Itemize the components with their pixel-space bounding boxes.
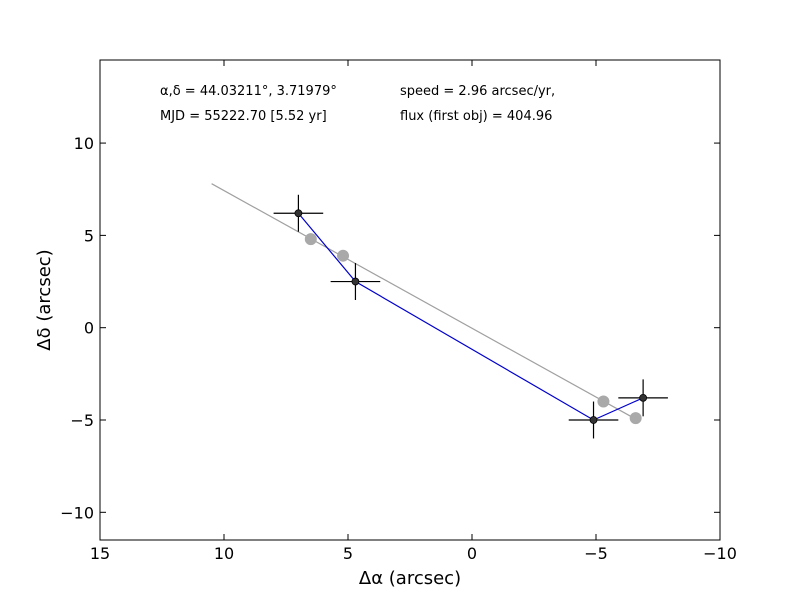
annotation-coords: α,δ = 44.03211°, 3.71979° (160, 84, 337, 99)
model-points-group (304, 233, 642, 425)
y-ticks-group: 10 5 0 −5 −10 (60, 134, 720, 522)
annotation-flux: flux (first obj) = 404.96 (400, 109, 552, 124)
annotation-speed: speed = 2.96 arcsec/yr, (400, 84, 555, 99)
observed-track-line-group (297, 212, 644, 421)
model-point (629, 412, 642, 425)
plot-area (100, 60, 720, 540)
model-point (304, 233, 317, 246)
annotation-mjd: MJD = 55222.70 [5.52 yr] (160, 109, 327, 124)
y-tick-label: 10 (74, 134, 94, 153)
y-tick-label: 5 (84, 226, 94, 245)
proper-motion-line (211, 183, 632, 417)
proper-motion-line-group (211, 183, 632, 417)
x-tick-label: −10 (703, 544, 737, 563)
x-tick-label: −5 (584, 544, 608, 563)
y-axis-label: Δδ (arcsec) (34, 249, 55, 350)
observed-point (589, 416, 598, 424)
model-point (597, 395, 610, 408)
observed-points-group (294, 209, 648, 424)
observed-point (294, 209, 303, 218)
y-tick-label: −10 (60, 503, 94, 522)
plot-frame (99, 59, 721, 541)
observed-track-line (297, 212, 644, 421)
x-axis-label: Δα (arcsec) (359, 568, 461, 589)
y-tick-label: −5 (70, 411, 94, 430)
x-tick-label: 5 (343, 544, 353, 563)
observed-point (639, 393, 648, 402)
observed-point (351, 277, 360, 286)
x-tick-label: 15 (90, 544, 110, 563)
model-point (337, 249, 350, 262)
x-tick-label: 10 (214, 544, 234, 563)
x-tick-label: 0 (467, 544, 477, 563)
y-tick-label: 0 (84, 319, 94, 338)
x-ticks-group: 15 10 5 0 −5 −10 (90, 60, 737, 563)
